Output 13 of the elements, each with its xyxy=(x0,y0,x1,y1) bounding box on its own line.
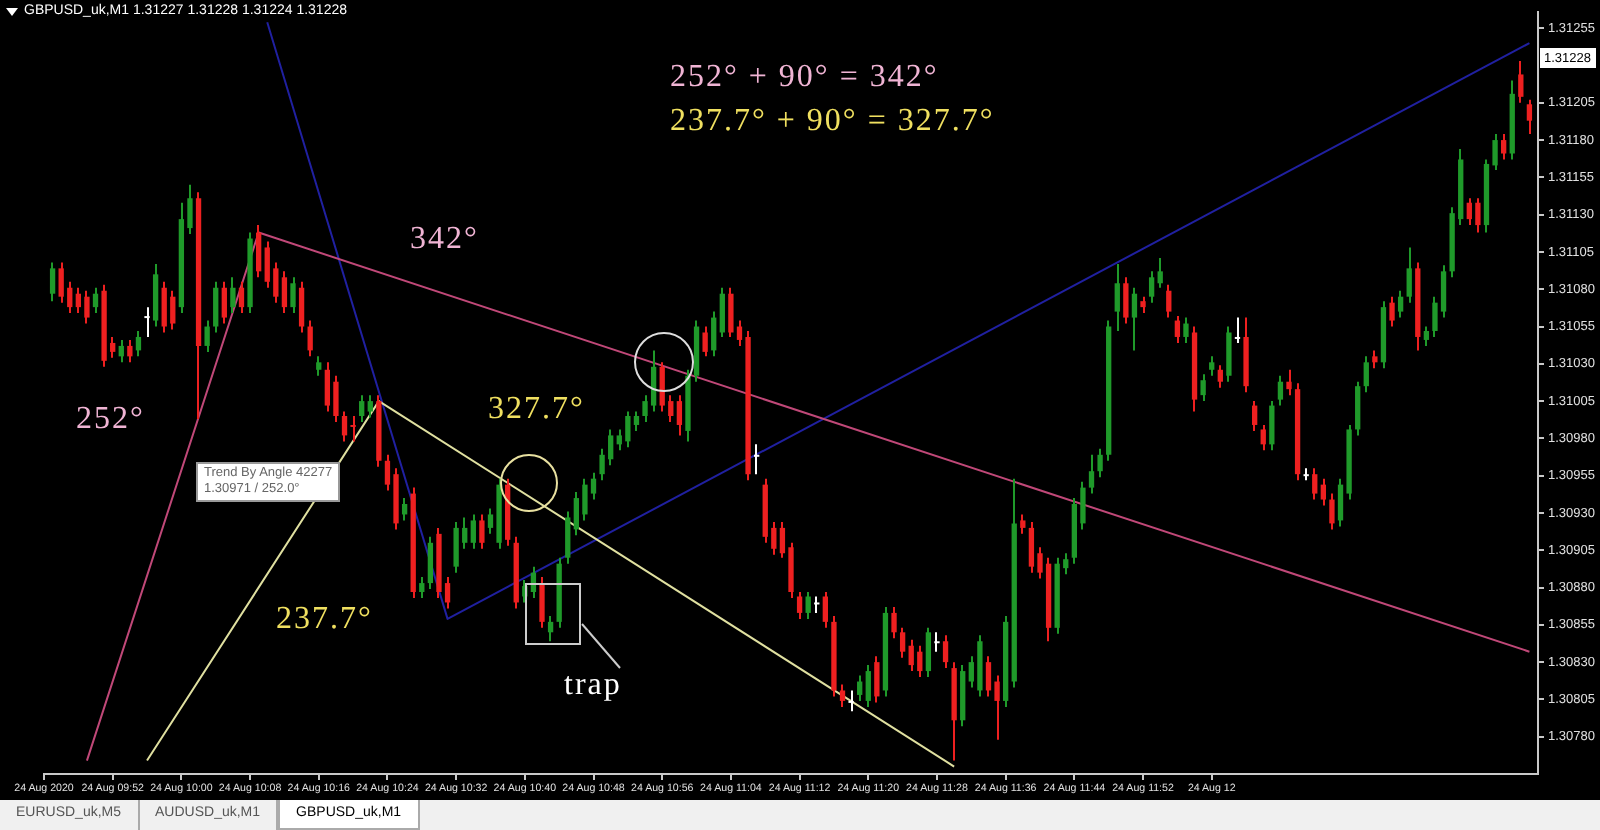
annotation: 237.7° xyxy=(276,602,373,637)
candlestick xyxy=(144,307,150,337)
candlestick xyxy=(1234,317,1241,343)
annotation: 252° + 90° = 342° xyxy=(670,60,939,95)
candlestick xyxy=(350,416,356,442)
annotation: 342° xyxy=(410,222,479,257)
annotation: 327.7° xyxy=(488,392,585,427)
candlestick xyxy=(753,444,760,475)
annotation: trap xyxy=(564,668,622,703)
candlestick xyxy=(934,632,940,652)
candlestick xyxy=(848,690,854,712)
annotation: 237.7° + 90° = 327.7° xyxy=(670,104,995,139)
annotation: 252° xyxy=(76,402,145,437)
